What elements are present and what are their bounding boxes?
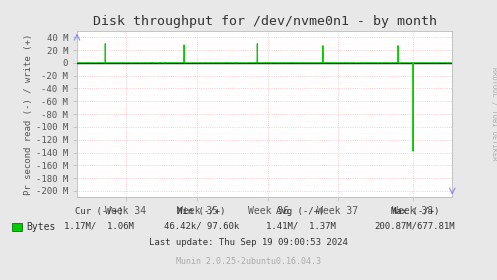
Y-axis label: Pr second read (-) / write (+): Pr second read (-) / write (+) (24, 34, 33, 195)
Text: Max (-/+): Max (-/+) (391, 207, 439, 216)
Text: Last update: Thu Sep 19 09:00:53 2024: Last update: Thu Sep 19 09:00:53 2024 (149, 238, 348, 247)
Text: Cur (-/+): Cur (-/+) (75, 207, 124, 216)
Text: 1.17M/  1.06M: 1.17M/ 1.06M (65, 221, 134, 230)
Text: Munin 2.0.25-2ubuntu0.16.04.3: Munin 2.0.25-2ubuntu0.16.04.3 (176, 257, 321, 266)
Text: 200.87M/677.81M: 200.87M/677.81M (375, 221, 455, 230)
Text: Min (-/+): Min (-/+) (177, 207, 226, 216)
Text: 46.42k/ 97.60k: 46.42k/ 97.60k (164, 221, 239, 230)
Text: Avg (-/+): Avg (-/+) (276, 207, 325, 216)
Text: 1.41M/  1.37M: 1.41M/ 1.37M (266, 221, 335, 230)
Title: Disk throughput for /dev/nvme0n1 - by month: Disk throughput for /dev/nvme0n1 - by mo… (92, 15, 437, 28)
Text: Bytes: Bytes (26, 222, 55, 232)
Text: RRDTOOL / TOBI OETIKER: RRDTOOL / TOBI OETIKER (491, 67, 497, 160)
